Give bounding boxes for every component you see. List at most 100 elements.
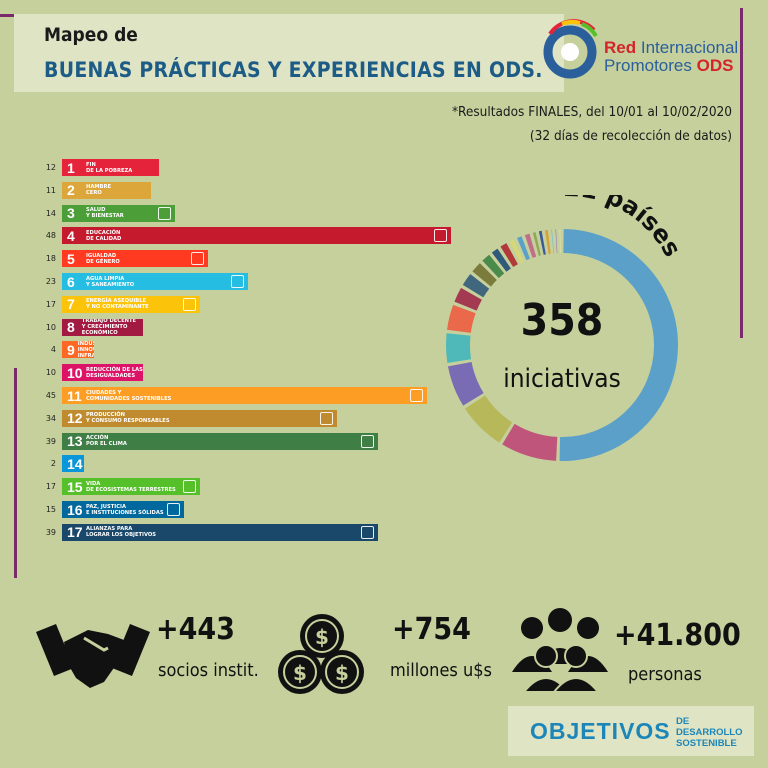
logo-ring-icon: [543, 19, 598, 79]
bar-ods-15: 15 VIDA DE ECOSISTEMAS TERRESTRES: [62, 478, 200, 496]
bar-number: 9: [67, 341, 75, 358]
bar-number: 7: [67, 296, 75, 313]
bar-ods-16: 16 PAZ, JUSTICIA E INSTITUCIONES SÓLIDAS: [62, 501, 184, 518]
donut-slice: [482, 254, 505, 279]
flower-icon: [360, 525, 374, 539]
bar-category-label: CIUDADES Y COMUNIDADES SOSTENIBLES: [86, 389, 172, 402]
donut-slice: [532, 232, 542, 256]
bar-ods-14: 14VIDA SUBMARINA: [62, 455, 84, 473]
bar-number: 3: [67, 205, 75, 222]
bar-value-label: 23: [45, 277, 56, 286]
bar-category-label: REDUCCIÓN DE LAS DESIGUALDADES: [86, 366, 143, 379]
bar-number: 15: [67, 478, 83, 495]
donut-slice: [472, 263, 497, 287]
bar-value-label: 39: [45, 436, 56, 446]
city-icon: [409, 389, 423, 402]
water-icon: [231, 275, 245, 288]
bar-category-label: TRABAJO DECENTE Y CRECIMIENTO ECONÓMICO: [81, 318, 137, 336]
coins-icon: $ $ $: [278, 614, 364, 694]
svg-text:$: $: [335, 661, 349, 685]
bar-value-label: 10: [45, 322, 56, 332]
total-initiatives: 358: [520, 295, 604, 346]
donut-slice: [446, 333, 472, 363]
dove-icon: [166, 503, 180, 516]
ods-footer-logo: OBJETIVOS DE DESARROLLO SOSTENIBLE: [508, 706, 754, 756]
donut-slice: [462, 274, 490, 298]
countries-donut-chart: 21 países: [446, 195, 687, 461]
bar-value-label: 45: [45, 391, 56, 400]
bar-ods-10: 10 REDUCCIÓN DE LAS DESIGUALDADES: [62, 364, 143, 382]
total-initiatives-label: iniciativas: [503, 364, 621, 394]
partners-label: socios instit.: [158, 660, 259, 681]
svg-text:$: $: [293, 661, 307, 685]
logo-line2: Promotores ODS: [604, 56, 734, 75]
frame-line-left: [14, 368, 17, 578]
bar-ods-7: 7 ENERGÍA ASEQUIBLE Y NO CONTAMINANTE: [62, 295, 200, 313]
title-small: Mapeo de: [44, 24, 138, 46]
donut-slice: [465, 395, 513, 443]
bar-category-label: ALIANZAS PARA LOGRAR LOS OBJETIVOS: [86, 526, 157, 539]
money-value: +754: [392, 612, 471, 647]
ods-side-text: DE DESARROLLO SOSTENIBLE: [676, 716, 754, 749]
results-line1: *Resultados FINALES, del 10/01 al 10/02/…: [451, 104, 732, 120]
bar-category-label: ENERGÍA ASEQUIBLE Y NO CONTAMINANTE: [86, 298, 149, 311]
bar-ods-17: 17 ALIANZAS PARA LOGRAR LOS OBJETIVOS: [62, 523, 378, 541]
bar-value-label: 17: [45, 299, 56, 309]
bar-category-label: VIDA DE ECOSISTEMAS TERRESTRES: [86, 480, 176, 493]
infinity-icon: [320, 411, 334, 425]
frame-line-right: [740, 8, 743, 338]
logo-line1: Red Internacional: [604, 38, 739, 57]
eye-icon: [360, 434, 374, 448]
bar-ods-9: 9INDUSTRIA, INNOVACIÓN E INFRAESTRUCTURA: [62, 341, 95, 359]
bar-number: 1: [67, 159, 75, 176]
sun-icon: [182, 297, 196, 311]
donut-slice: [509, 239, 524, 263]
bar-category-label: PAZ, JUSTICIA E INSTITUCIONES SÓLIDAS: [86, 503, 164, 516]
bar-number: 8: [67, 319, 75, 336]
bar-category-label: IGUALDAD DE GÉNERO: [86, 252, 120, 265]
header-panel: Mapeo de BUENAS PRÁCTICAS Y EXPERIENCIAS…: [14, 14, 564, 92]
gender-icon: [190, 252, 204, 266]
bar-number: 14: [67, 455, 83, 472]
donut-slice: [491, 248, 511, 272]
bar-ods-3: 3 SALUD Y BIENESTAR: [62, 204, 176, 222]
ods-side-line1: DE DESARROLLO: [676, 716, 743, 738]
bar-value-label: 39: [45, 527, 56, 537]
bar-category-label: PRODUCCIÓN Y CONSUMO RESPONSABLES: [86, 412, 170, 425]
bar-number: 16: [67, 501, 83, 518]
bar-category-label: ACCIÓN POR EL CLIMA: [86, 435, 127, 448]
bar-value-label: 18: [45, 254, 56, 264]
bar-number: 17: [67, 524, 83, 541]
donut-slice: [447, 304, 476, 334]
bar-number: 13: [67, 433, 83, 450]
red-promotores-logo: Red Internacional Promotores ODS: [540, 12, 738, 84]
donut-slice: [517, 236, 530, 261]
bar-ods-6: 6 AGUA LIMPIA Y SANEAMIENTO: [62, 273, 249, 290]
donut-slice: [502, 423, 558, 461]
bar-number: 2: [67, 182, 75, 199]
bar-category-label: INDUSTRIA, INNOVACIÓN E INFRAESTRUCTURA: [77, 341, 95, 359]
bar-value-label: 2: [50, 459, 56, 469]
bar-ods-2: 2 HAMBRE CERO: [62, 181, 152, 199]
bar-value-label: 48: [45, 231, 56, 241]
heartbeat-icon: [158, 206, 172, 220]
donut-slice: [447, 361, 484, 406]
bar-number: 6: [67, 273, 75, 290]
bar-ods-5: 5 IGUALDAD DE GÉNERO: [62, 250, 208, 268]
group-icon: [512, 608, 608, 693]
donut-slice: [500, 243, 518, 268]
results-line2: (32 días de recolección de datos): [529, 128, 732, 144]
donut-slice: [454, 287, 483, 311]
bar-category-label: HAMBRE CERO: [86, 184, 112, 197]
bar-category-label: EDUCACIÓN DE CALIDAD: [86, 229, 122, 242]
bar-number: 11: [67, 387, 82, 404]
bar-number: 10: [67, 364, 83, 381]
handshake-icon: [36, 624, 150, 688]
bar-category-label: SALUD Y BIENESTAR: [86, 207, 124, 220]
ods-side-line2: SOSTENIBLE: [676, 738, 737, 749]
bar-value-label: 34: [45, 413, 56, 423]
bar-ods-11: 11 CIUDADES Y COMUNIDADES SOSTENIBLES: [62, 387, 427, 404]
bar-value-label: 10: [45, 368, 56, 378]
people-value: +41.800: [614, 618, 741, 653]
bar-value-label: 12: [45, 163, 56, 172]
